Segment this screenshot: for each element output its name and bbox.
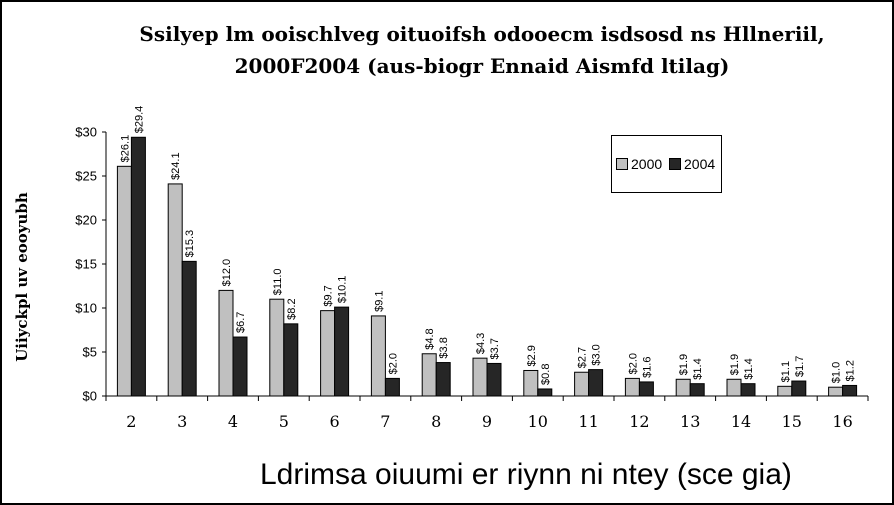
data-label-2000: $2.9	[526, 345, 538, 366]
x-tick-label: 5	[279, 412, 289, 431]
data-label-2000: $12.0	[221, 259, 233, 287]
data-label-2004: $2.0	[387, 353, 399, 374]
y-tick-label: $20	[75, 213, 97, 228]
x-tick-label: 12	[629, 412, 649, 431]
x-tick-label: 6	[330, 412, 340, 431]
data-label-2004: $1.6	[641, 356, 653, 377]
x-tick-label: 15	[782, 412, 802, 431]
data-label-2004: $1.2	[845, 360, 857, 381]
data-label-2004: $3.0	[591, 344, 603, 365]
x-tick-label: 11	[578, 412, 598, 431]
data-label-2000: $4.3	[475, 333, 487, 354]
data-label-2000: $11.0	[272, 268, 284, 295]
legend-swatch-2000	[616, 158, 628, 170]
y-tick-label: $30	[75, 125, 97, 140]
chart-title: Ssilyep lm ooischlveg oituoifsh odooecm …	[42, 18, 892, 82]
bar-2004	[842, 384, 858, 397]
data-label-2000: $1.9	[678, 354, 690, 375]
bar-2004	[689, 383, 705, 397]
bar-2004	[283, 323, 299, 397]
bar-2004	[537, 388, 553, 397]
data-label-2004: $1.4	[692, 358, 704, 379]
bar-2004	[791, 380, 807, 397]
bar-2004	[435, 362, 451, 397]
data-label-2004: $3.7	[489, 338, 501, 359]
legend: 2000 2004	[611, 135, 722, 193]
data-label-2000: $24.1	[170, 152, 182, 180]
data-label-2004: $0.8	[540, 364, 552, 385]
data-label-2000: $9.7	[323, 285, 335, 306]
x-tick-label: 13	[680, 412, 700, 431]
y-axis-title: Uiiyckpl uv eooyubh	[13, 192, 31, 362]
bar-2000	[218, 289, 234, 397]
bar-2000	[523, 369, 539, 397]
legend-label-2000: 2000	[631, 156, 663, 172]
x-tick-label: 3	[177, 412, 187, 431]
bar-2000	[828, 386, 844, 397]
bar-2004	[232, 336, 248, 397]
bar-2000	[675, 378, 691, 397]
chart-title-line-2: 2000F2004 (aus-biogr Ennaid Aismfd ltila…	[234, 54, 730, 78]
data-label-2004: $3.8	[438, 337, 450, 358]
data-label-2000: $4.8	[424, 328, 436, 349]
legend-entry-2000: 2000	[616, 156, 662, 172]
data-label-2004: $6.7	[235, 312, 247, 333]
bar-2000	[777, 385, 793, 397]
x-tick-label: 8	[431, 412, 441, 431]
bar-2004	[638, 381, 654, 397]
chart-title-line-1: Ssilyep lm ooischlveg oituoifsh odooecm …	[139, 22, 825, 46]
data-label-2000: $26.1	[119, 135, 131, 163]
x-tick-label: 4	[228, 412, 238, 431]
data-label-2000: $2.7	[577, 347, 589, 368]
x-tick-label: 9	[482, 412, 492, 431]
data-label-2004: $29.4	[133, 106, 145, 134]
legend-swatch-2004	[669, 158, 681, 170]
bar-2004	[588, 369, 604, 397]
data-label-2004: $10.1	[337, 276, 349, 304]
bar-2004	[740, 383, 756, 397]
data-label-2004: $1.4	[743, 358, 755, 379]
x-tick-label: 14	[731, 412, 751, 431]
data-label-2004: $15.3	[184, 230, 196, 258]
data-label-2004: $1.7	[794, 356, 806, 377]
data-label-2004: $8.2	[286, 298, 298, 319]
bar-2000	[574, 371, 590, 397]
y-tick-label: $10	[75, 301, 97, 316]
x-axis-title: Ldrimsa oiuumi er riynn ni ntey (sce gia…	[260, 458, 792, 491]
bar-2000	[269, 298, 285, 397]
legend-label-2004: 2004	[684, 156, 716, 172]
bar-2004	[384, 377, 400, 397]
bar-2004	[334, 306, 350, 397]
x-tick-label: 7	[380, 412, 390, 431]
y-tick-label: $15	[75, 257, 97, 272]
bar-2000	[370, 315, 386, 397]
data-label-2000: $1.9	[729, 354, 741, 375]
data-label-2000: $1.0	[831, 362, 843, 383]
bar-2000	[726, 378, 742, 397]
bar-2000	[421, 353, 437, 397]
legend-entry-2004: 2004	[669, 156, 715, 172]
x-tick-label: 10	[528, 412, 548, 431]
bar-2004	[486, 362, 502, 397]
x-tick-label: 2	[126, 412, 136, 431]
bar-2000	[624, 377, 640, 397]
data-label-2000: $9.1	[373, 290, 385, 311]
bar-2000	[167, 183, 183, 397]
data-label-2000: $1.1	[780, 361, 792, 382]
y-tick-label: $0	[83, 389, 97, 404]
bar-2000	[472, 357, 488, 397]
bar-2000	[116, 165, 132, 397]
y-tick-label: $25	[75, 169, 97, 184]
bar-2004	[130, 136, 146, 397]
bar-2000	[320, 310, 336, 397]
data-label-2000: $2.0	[627, 353, 639, 374]
bar-2004	[181, 260, 197, 397]
x-tick-label: 16	[832, 412, 852, 431]
y-tick-label: $5	[83, 345, 97, 360]
